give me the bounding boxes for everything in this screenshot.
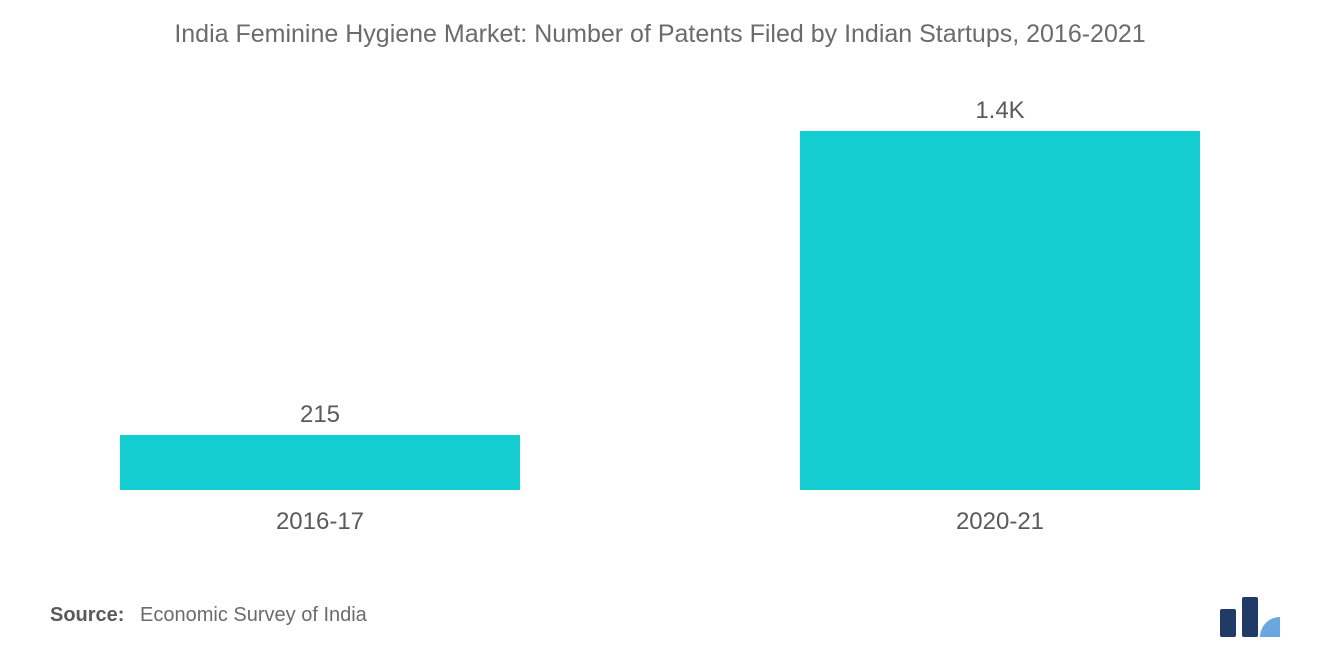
source-label: Source: <box>50 604 124 626</box>
chart-container: India Feminine Hygiene Market: Number of… <box>0 0 1320 665</box>
chart-title: India Feminine Hygiene Market: Number of… <box>0 20 1320 49</box>
bar-value-label-1: 1.4K <box>800 97 1200 125</box>
source-line: Source: Economic Survey of India <box>50 604 367 627</box>
brand-logo-icon <box>1216 597 1280 637</box>
source-text: Economic Survey of India <box>140 604 367 626</box>
chart-plot-area: 215 1.4K <box>120 110 1200 490</box>
x-tick-0: 2016-17 <box>120 508 520 536</box>
bar-1 <box>800 131 1200 490</box>
bar-value-label-0: 215 <box>120 401 520 429</box>
bar-0 <box>120 435 520 490</box>
x-axis: 2016-17 2020-21 <box>120 490 1200 550</box>
x-tick-1: 2020-21 <box>800 508 1200 536</box>
